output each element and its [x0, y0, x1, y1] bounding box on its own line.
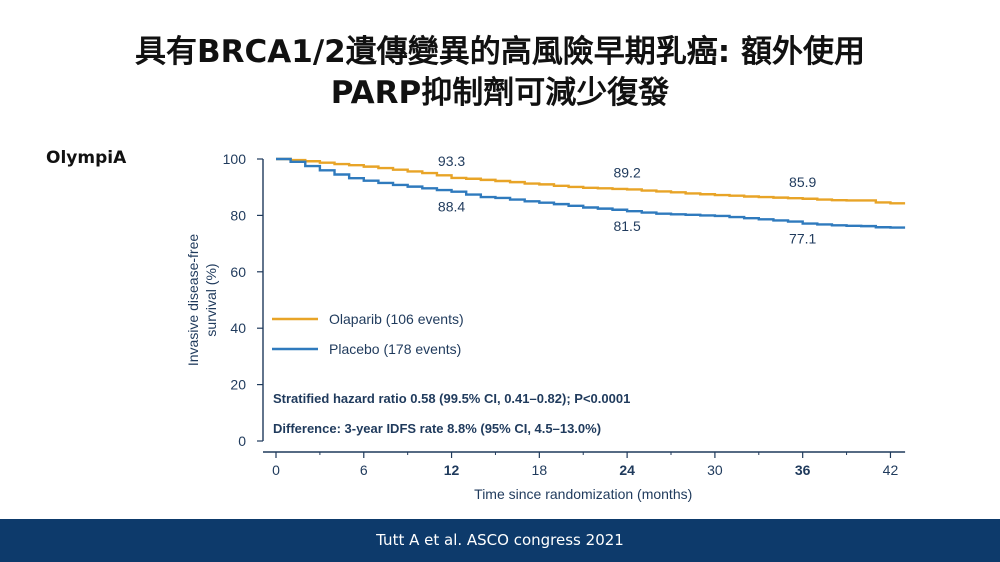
citation-text: Tutt A et al. ASCO congress 2021 [376, 531, 624, 549]
y-tick-label: 0 [238, 433, 246, 449]
x-tick-label: 30 [707, 462, 723, 478]
x-axis-label: Time since randomization (months) [474, 486, 692, 502]
legend-label-placebo: Placebo (178 events) [329, 341, 461, 357]
y-tick-label: 40 [230, 320, 246, 336]
placebo-curve [276, 157, 906, 229]
y-axis-label-line-2: survival (%) [203, 263, 219, 336]
chart-stats: Stratified hazard ratio 0.58 (99.5% CI, … [273, 391, 630, 436]
olaparib-curve [276, 157, 906, 205]
x-tick-label: 0 [272, 462, 280, 478]
chart-annotations: 93.3 88.4 89.2 81.5 85.9 77.1 [438, 153, 817, 247]
y-tick-label: 20 [230, 377, 246, 393]
slide-title-line-2: PARP抑制劑可減少復發 [330, 75, 670, 111]
kaplan-meier-chart: 0 6 12 18 24 30 36 42 0 20 40 60 80 100 Time since ran… [185, 151, 906, 502]
x-tick-label: 42 [883, 462, 899, 478]
x-tick-label: 36 [795, 462, 811, 478]
chart-curves [276, 157, 906, 229]
y-tick-label: 80 [230, 207, 246, 223]
km-rate-label-placebo: 77.1 [789, 231, 816, 247]
chart-axes: 0 6 12 18 24 30 36 42 0 20 40 60 80 100 Time since ran… [185, 151, 906, 502]
y-tick-label: 60 [230, 264, 246, 280]
x-tick-label: 24 [619, 462, 635, 478]
km-rate-label-olaparib: 85.9 [789, 174, 816, 190]
y-axis-label-line-1: Invasive disease-free [185, 234, 201, 367]
x-tick-label: 18 [532, 462, 548, 478]
idfs-difference-text: Difference: 3-year IDFS rate 8.8% (95% C… [273, 421, 601, 436]
slide-title: 具有BRCA1/2遺傳變異的高風險早期乳癌: 額外使用 PARP抑制劑可減少復發 [0, 32, 1000, 114]
y-axis-label: Invasive disease-free survival (%) [185, 234, 219, 367]
km-rate-label-olaparib: 89.2 [613, 164, 640, 180]
citation-footer: Tutt A et al. ASCO congress 2021 [0, 519, 1000, 562]
chart-legend: Olaparib (106 events) Placebo (178 events… [272, 311, 464, 357]
y-tick-label: 100 [223, 151, 247, 167]
km-rate-label-placebo: 81.5 [613, 218, 640, 234]
legend-label-olaparib: Olaparib (106 events) [329, 311, 464, 327]
x-tick-label: 12 [444, 462, 460, 478]
x-tick-label: 6 [360, 462, 368, 478]
hazard-ratio-text: Stratified hazard ratio 0.58 (99.5% CI, … [273, 391, 630, 406]
km-rate-label-olaparib: 93.3 [438, 153, 465, 169]
study-label: OlympiA [46, 148, 127, 168]
km-rate-label-placebo: 88.4 [438, 199, 465, 215]
slide-title-line-1: 具有BRCA1/2遺傳變異的高風險早期乳癌: 額外使用 [135, 34, 865, 70]
